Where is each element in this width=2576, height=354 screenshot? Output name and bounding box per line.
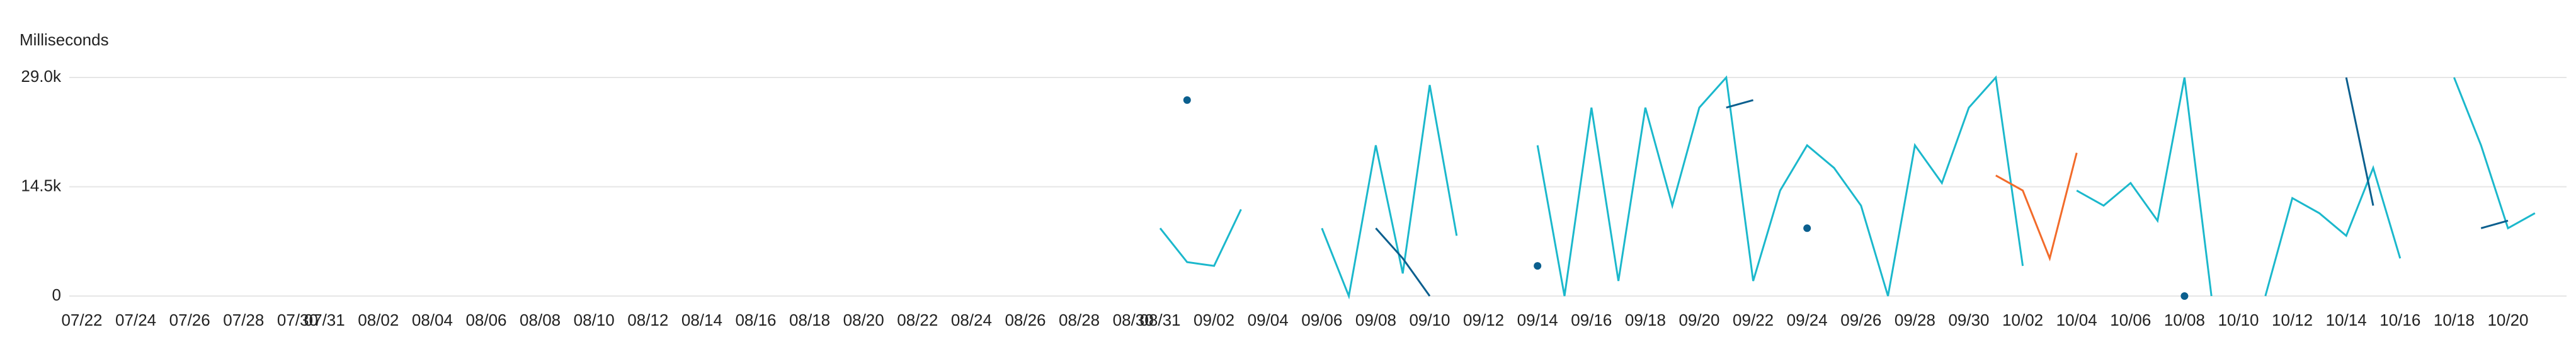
x-tick-label: 08/04 <box>412 311 453 329</box>
data-point <box>1803 224 1811 232</box>
x-tick-label: 07/24 <box>115 311 156 329</box>
data-point <box>1534 262 1542 270</box>
x-tick-label: 10/02 <box>2002 311 2043 329</box>
x-tick-label: 08/28 <box>1059 311 1100 329</box>
x-tick-label: 09/30 <box>1948 311 1989 329</box>
x-tick-label: 07/30 <box>277 311 318 329</box>
x-tick-label: 09/18 <box>1625 311 1666 329</box>
x-tick-label: 08/08 <box>520 311 561 329</box>
series-line <box>1321 84 1458 300</box>
x-tick-label: 09/10 <box>1409 311 1450 329</box>
x-tick-label: 10/04 <box>2056 311 2097 329</box>
x-tick-label: 09/26 <box>1840 311 1881 329</box>
x-tick-label: 08/20 <box>843 311 884 329</box>
x-tick-label: 08/30 <box>1113 311 1154 329</box>
series-line <box>2480 219 2509 229</box>
x-tick-label: 10/18 <box>2434 311 2475 329</box>
y-axis-label: Milliseconds <box>20 30 109 49</box>
x-tick-label: 08/16 <box>735 311 776 329</box>
x-tick-label: 09/12 <box>1463 311 1504 329</box>
x-tick-label: 09/28 <box>1895 311 1935 329</box>
series-line <box>2076 77 2213 297</box>
series-line <box>2264 165 2402 297</box>
series-line <box>1726 99 1754 109</box>
x-tick-label: 08/10 <box>574 311 615 329</box>
x-tick-label: 10/20 <box>2487 311 2528 329</box>
x-tick-label: 10/06 <box>2110 311 2151 329</box>
x-tick-label: 08/22 <box>897 311 938 329</box>
x-tick-label: 07/22 <box>61 311 102 329</box>
x-tick-label: 08/31 <box>1139 311 1180 329</box>
data-point <box>2180 292 2189 300</box>
data-point <box>1183 96 1191 104</box>
series-line <box>1375 227 1431 297</box>
x-tick-label: 08/18 <box>789 311 830 329</box>
x-tick-label: 08/02 <box>358 311 399 329</box>
y-tick-label: 29.0k <box>21 67 62 86</box>
x-tick-label: 08/26 <box>1005 311 1046 329</box>
series-line <box>2453 77 2536 230</box>
x-tick-label: 10/08 <box>2164 311 2205 329</box>
x-tick-label: 07/26 <box>169 311 210 329</box>
x-tick-label: 09/20 <box>1678 311 1719 329</box>
x-tick-label: 07/28 <box>223 311 264 329</box>
x-tick-label: 09/02 <box>1194 311 1234 329</box>
x-tick-label: 07/31 <box>304 311 345 329</box>
x-tick-label: 10/14 <box>2326 311 2367 329</box>
x-tick-label: 09/06 <box>1301 311 1342 329</box>
x-tick-label: 10/10 <box>2218 311 2259 329</box>
series-line <box>1159 208 1242 267</box>
x-tick-label: 09/08 <box>1355 311 1396 329</box>
x-tick-label: 09/04 <box>1248 311 1289 329</box>
x-tick-label: 08/06 <box>465 311 506 329</box>
y-tick-label: 14.5k <box>21 176 62 195</box>
y-tick-label: 0 <box>52 285 61 304</box>
series-line <box>2345 77 2374 206</box>
x-tick-label: 08/24 <box>951 311 992 329</box>
x-tick-label: 09/14 <box>1517 311 1558 329</box>
series-line <box>1995 152 2078 262</box>
x-tick-label: 10/16 <box>2379 311 2420 329</box>
x-tick-label: 08/14 <box>681 311 722 329</box>
series-line <box>1536 75 2024 297</box>
x-tick-label: 09/16 <box>1571 311 1612 329</box>
x-tick-label: 09/24 <box>1787 311 1828 329</box>
x-tick-label: 10/12 <box>2272 311 2313 329</box>
x-tick-label: 09/22 <box>1733 311 1774 329</box>
x-tick-label: 08/12 <box>627 311 668 329</box>
